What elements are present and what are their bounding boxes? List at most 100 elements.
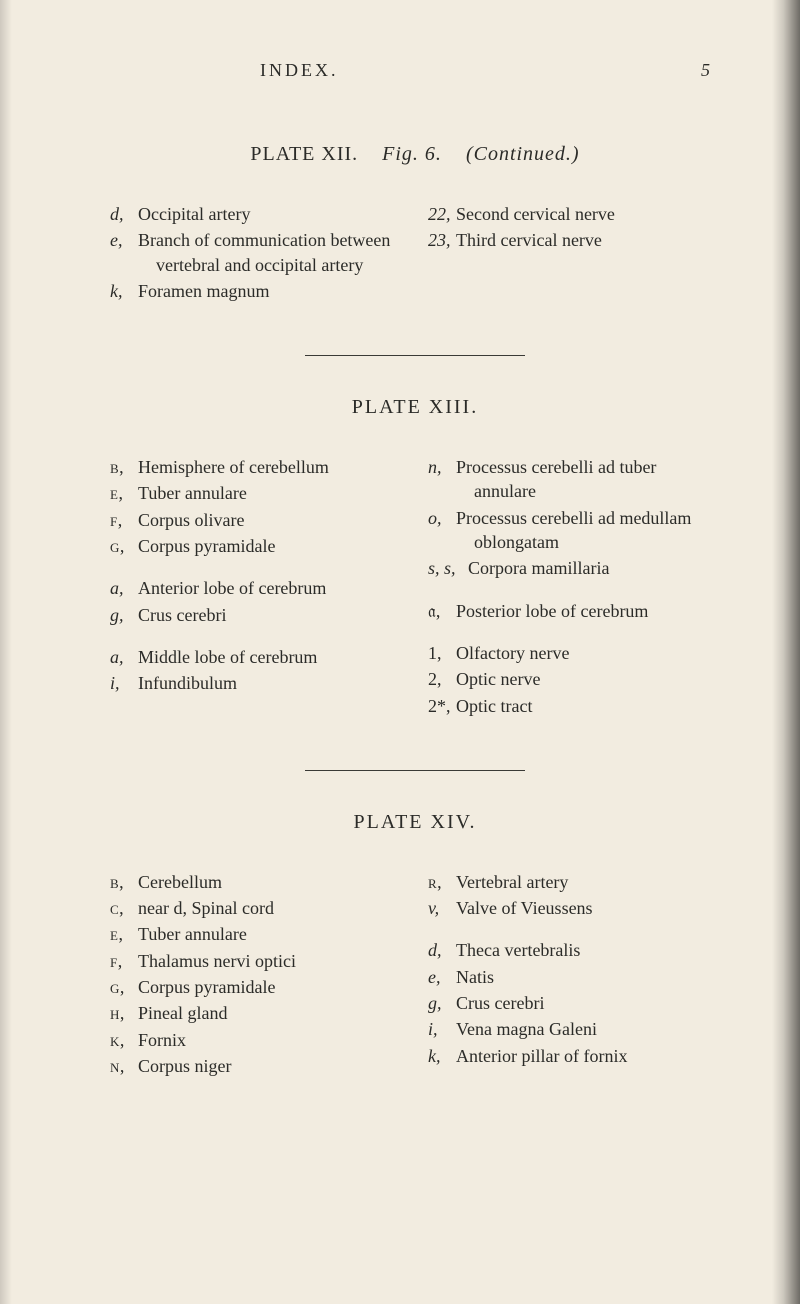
divider-rule (305, 770, 525, 771)
entry-text: Crus cerebri (456, 991, 720, 1015)
entry-text: Anterior pillar of fornix (456, 1044, 720, 1068)
group-gap (110, 629, 402, 645)
index-entry: b,Cerebellum (110, 870, 402, 894)
entry-label: e, (110, 481, 138, 505)
entry-text: Cerebellum (138, 870, 402, 894)
index-entry: f,Corpus olivare (110, 508, 402, 532)
index-entry: e, Branch of communication between verte… (110, 228, 402, 277)
divider-rule (305, 355, 525, 356)
entry-text: Corpora mamillaria (468, 556, 720, 580)
entry-text: Theca vertebralis (456, 938, 720, 962)
index-entry: o,Processus cerebelli ad medullam oblong… (428, 506, 720, 555)
entry-text: Vena magna Galeni (456, 1017, 720, 1041)
entry-label: g, (110, 534, 138, 558)
entry-text: Occipital artery (138, 202, 402, 226)
entry-label: 2, (428, 667, 456, 691)
index-entry: a,Anterior lobe of cerebrum (110, 576, 402, 600)
plate14-right-col: r,Vertebral artery v,Valve of Vieussens … (428, 870, 720, 1080)
plate13-columns: b,Hemisphere of cerebellum e,Tuber annul… (110, 455, 720, 720)
entry-label: i, (428, 1017, 456, 1041)
index-entry: r,Vertebral artery (428, 870, 720, 894)
index-entry: s, s,Corpora mamillaria (428, 556, 720, 580)
entry-label: 23, (428, 228, 456, 252)
entry-text: Branch of communication between vertebra… (138, 228, 402, 277)
index-entry: k, Foramen magnum (110, 279, 402, 303)
entry-text: Olfactory nerve (456, 641, 720, 665)
entry-label: g, (428, 991, 456, 1015)
group-gap (428, 625, 720, 641)
entry-label: b, (110, 455, 138, 479)
entry-label: 1, (428, 641, 456, 665)
entry-label: r, (428, 870, 456, 894)
entry-label: c, (110, 896, 138, 920)
entry-text: Second cervical nerve (456, 202, 720, 226)
entry-label: f, (110, 949, 138, 973)
plate12-heading-cont: (Continued.) (466, 143, 580, 165)
index-entry: a,Middle lobe of cerebrum (110, 645, 402, 669)
entry-text: Anterior lobe of cerebrum (138, 576, 402, 600)
entry-label: a, (110, 645, 138, 669)
plate12-columns: d, Occipital artery e, Branch of communi… (110, 202, 720, 305)
entry-label: e, (110, 228, 138, 277)
entry-label: 22, (428, 202, 456, 226)
entry-text: Corpus pyramidale (138, 975, 402, 999)
entry-text: Fornix (138, 1028, 402, 1052)
entry-label: s, s, (428, 556, 468, 580)
gutter-shadow (0, 0, 12, 1304)
entry-text: Optic tract (456, 694, 720, 718)
entry-text: Tuber annulare (138, 922, 402, 946)
group-gap (428, 583, 720, 599)
entry-text: Foramen magnum (138, 279, 402, 303)
entry-text: Natis (456, 965, 720, 989)
index-entry: f,Thalamus nervi optici (110, 949, 402, 973)
entry-text: Processus cerebelli ad medullam oblongat… (456, 506, 720, 555)
index-entry: h,Pineal gland (110, 1001, 402, 1025)
entry-label: k, (110, 1028, 138, 1052)
entry-text: Corpus pyramidale (138, 534, 402, 558)
page: INDEX. 5 PLATE XII. Fig. 6. (Continued.)… (0, 0, 800, 1304)
index-entry: e,Natis (428, 965, 720, 989)
entry-label: a, (110, 576, 138, 600)
index-entry: d, Occipital artery (110, 202, 402, 226)
entry-label: n, (110, 1054, 138, 1078)
entry-label: e, (110, 922, 138, 946)
index-entry: i,Infundibulum (110, 671, 402, 695)
book-shadow (772, 0, 800, 1304)
index-entry: 𝔞,Posterior lobe of cerebrum (428, 599, 720, 623)
plate14-left-col: b,Cerebellum c,near d, Spinal cord e,Tub… (110, 870, 402, 1080)
index-entry: 2*,Optic tract (428, 694, 720, 718)
index-entry: c,near d, Spinal cord (110, 896, 402, 920)
plate13-heading: PLATE XIII. (110, 396, 720, 419)
entry-text: Corpus niger (138, 1054, 402, 1078)
index-entry: v,Valve of Vieussens (428, 896, 720, 920)
plate12-heading-prefix: PLATE XII. (250, 143, 358, 165)
index-entry: 2,Optic nerve (428, 667, 720, 691)
entry-text: Vertebral artery (456, 870, 720, 894)
index-entry: n,Corpus niger (110, 1054, 402, 1078)
entry-text: Third cervical nerve (456, 228, 720, 252)
index-entry: g,Corpus pyramidale (110, 534, 402, 558)
index-entry: 1,Olfactory nerve (428, 641, 720, 665)
plate12-heading: PLATE XII. Fig. 6. (Continued.) (110, 143, 720, 166)
entry-label: d, (428, 938, 456, 962)
entry-text: Crus cerebri (138, 603, 402, 627)
index-entry: 23, Third cervical nerve (428, 228, 720, 252)
entry-label: g, (110, 603, 138, 627)
plate14-columns: b,Cerebellum c,near d, Spinal cord e,Tub… (110, 870, 720, 1080)
index-entry: e,Tuber annulare (110, 481, 402, 505)
entry-text: Valve of Vieussens (456, 896, 720, 920)
entry-text: Optic nerve (456, 667, 720, 691)
plate13-right-col: n,Processus cerebelli ad tuber annulare … (428, 455, 720, 720)
index-entry: 22, Second cervical nerve (428, 202, 720, 226)
entry-label: 𝔞, (428, 599, 456, 623)
index-entry: n,Processus cerebelli ad tuber annulare (428, 455, 720, 504)
entry-text: Hemisphere of cerebellum (138, 455, 402, 479)
entry-label: k, (428, 1044, 456, 1068)
plate12-left-col: d, Occipital artery e, Branch of communi… (110, 202, 402, 305)
plate13-left-col: b,Hemisphere of cerebellum e,Tuber annul… (110, 455, 402, 720)
entry-label: 2*, (428, 694, 456, 718)
entry-label: i, (110, 671, 138, 695)
entry-text: Tuber annulare (138, 481, 402, 505)
plate12-right-col: 22, Second cervical nerve 23, Third cerv… (428, 202, 720, 305)
plate14-heading: PLATE XIV. (110, 811, 720, 834)
